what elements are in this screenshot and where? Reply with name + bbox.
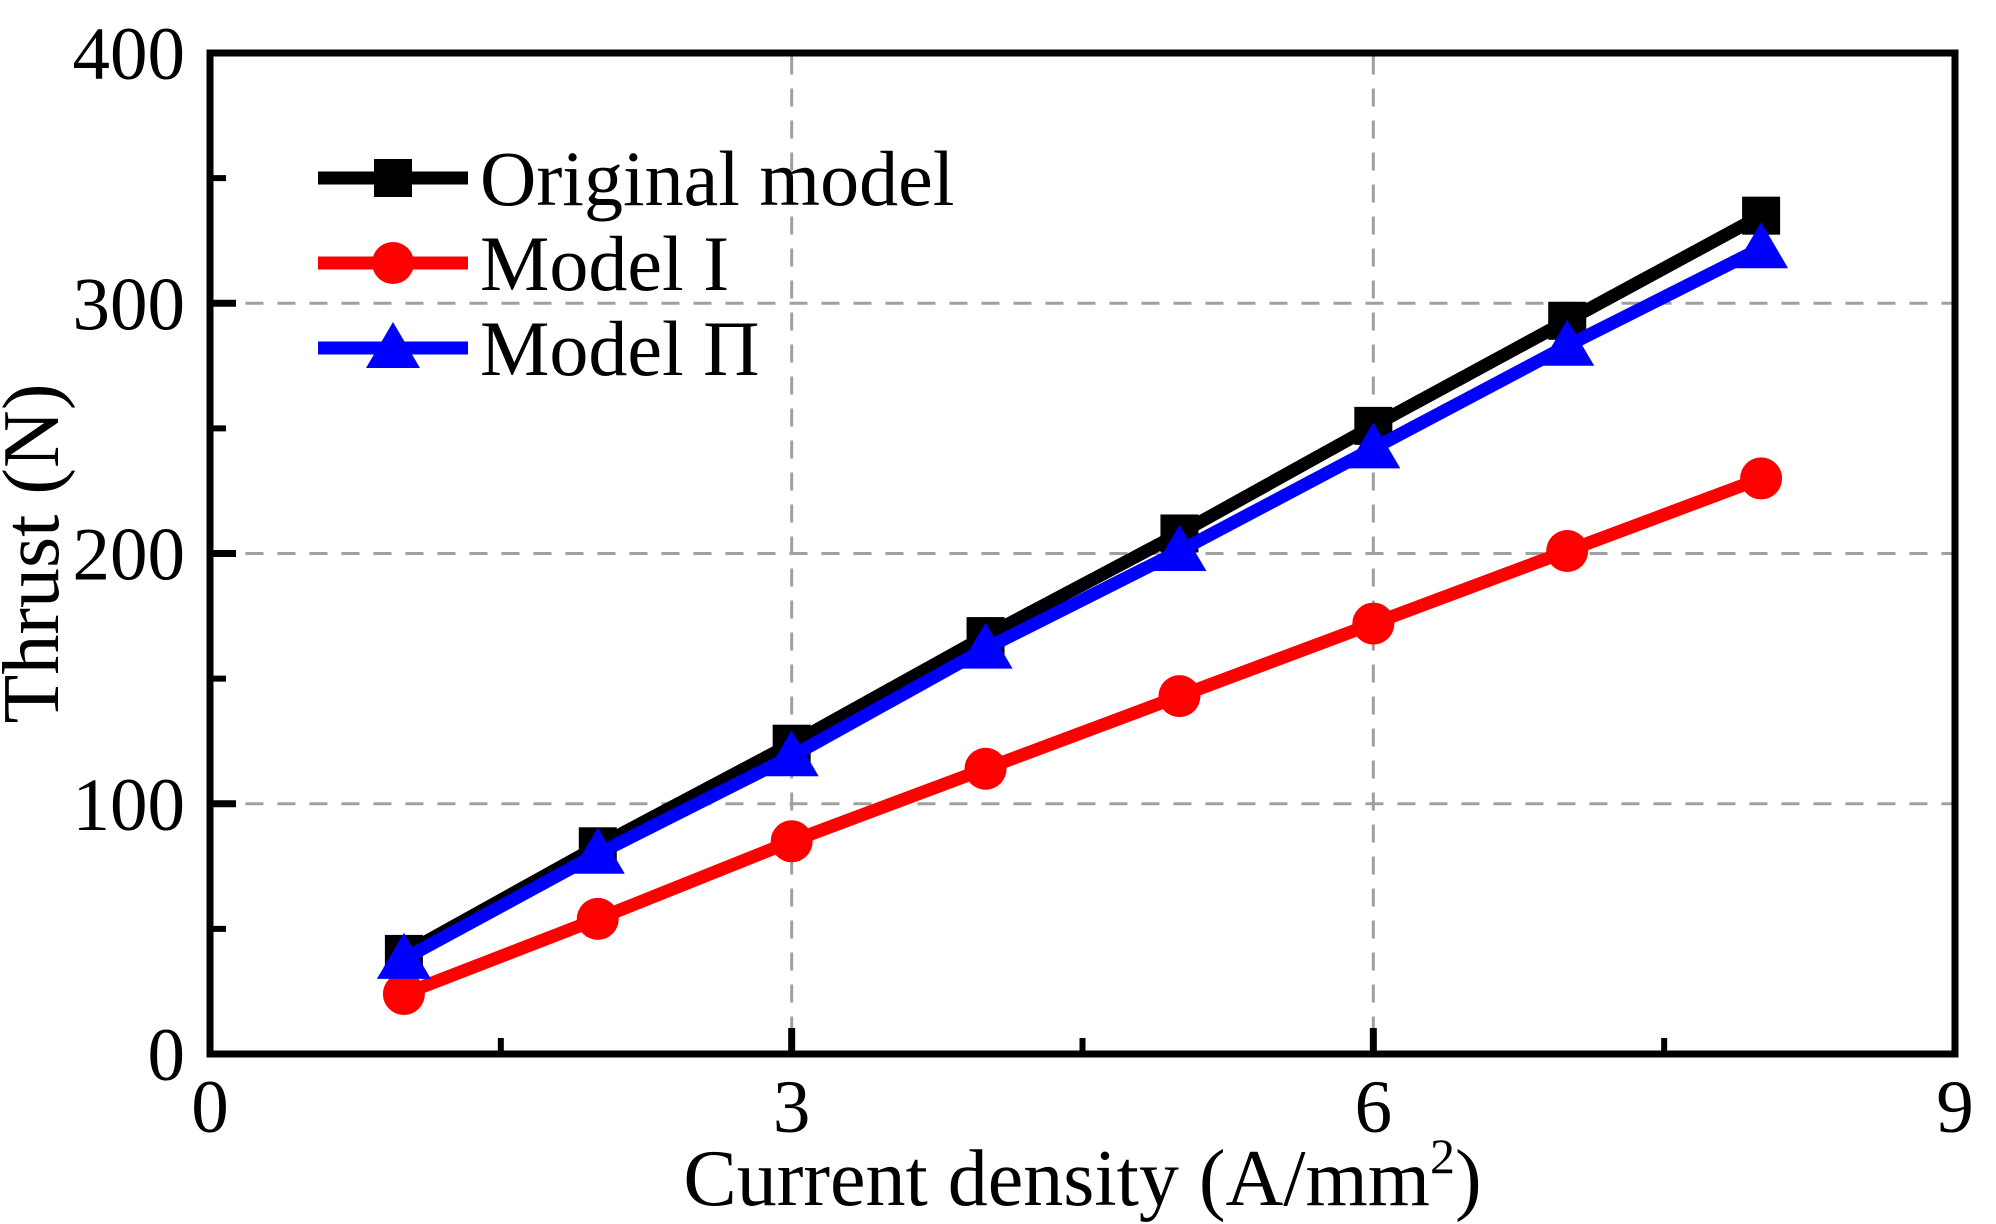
data-point-marker	[1352, 602, 1395, 645]
legend-item: Model I	[318, 220, 729, 307]
legend-marker	[366, 322, 420, 368]
legend-marker	[372, 242, 414, 284]
legend-label: Model Π	[480, 305, 759, 392]
series-line-2	[400, 242, 1765, 965]
data-point-marker	[570, 827, 625, 874]
axis-ticks	[206, 49, 1959, 1058]
series-line-1	[401, 472, 1764, 1001]
y-tick-label: 200	[73, 514, 186, 597]
data-point-marker	[958, 622, 1013, 669]
y-tick-label: 400	[73, 13, 186, 96]
y-axis-title: Thrust (N)	[0, 384, 76, 724]
x-tick-label: 3	[773, 1066, 811, 1149]
data-point-marker	[1734, 222, 1789, 269]
y-tick-label: 300	[73, 263, 186, 346]
legend-item: Model Π	[318, 305, 759, 392]
y-tick-label: 100	[73, 764, 186, 847]
series-line-0	[400, 209, 1765, 960]
data-point-marker	[1540, 319, 1595, 366]
x-tick-label: 6	[1355, 1066, 1393, 1149]
data-point-marker	[1546, 529, 1589, 572]
data-point-marker	[376, 932, 431, 979]
series-1	[382, 457, 1783, 1015]
series-2	[376, 222, 1789, 979]
x-tick-label: 9	[1936, 1066, 1974, 1149]
legend-label: Model I	[480, 220, 729, 307]
legend-label: Original model	[480, 135, 954, 222]
data-point-marker	[1158, 675, 1201, 718]
data-point-marker	[1152, 524, 1207, 571]
tick-labels: 0 3 6 9 0 100 200 300 400	[73, 13, 1974, 1149]
data-point-marker	[764, 730, 819, 777]
legend-item: Original model	[318, 135, 954, 222]
data-point-marker	[1346, 422, 1401, 469]
data-point-marker	[964, 747, 1007, 790]
plot-frame	[206, 49, 1959, 1058]
x-tick-label: 0	[191, 1066, 229, 1149]
x-axis-title: Current density (A/mm2)	[683, 1128, 1481, 1223]
data-point-marker	[770, 820, 813, 863]
data-point-marker	[576, 897, 619, 940]
data-point-marker	[382, 972, 425, 1015]
y-tick-label: 0	[148, 1014, 186, 1097]
data-point-marker	[1740, 457, 1783, 500]
legend-marker	[374, 159, 412, 197]
